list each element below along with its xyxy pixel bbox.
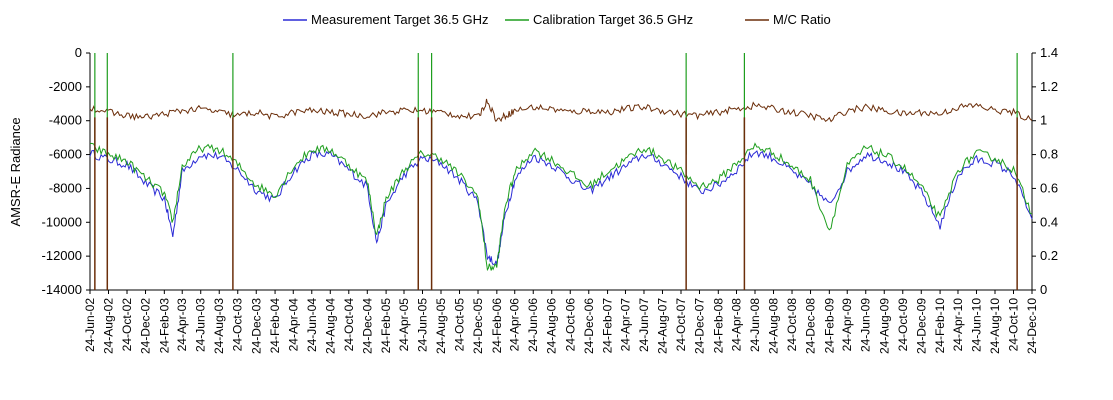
x-tick-label: 24-Dec-04: [360, 298, 374, 354]
series-layer: [89, 53, 1033, 290]
x-tick-label: 24-Jun-09: [859, 298, 873, 352]
x-tick-label: 24-Apr-03: [175, 298, 189, 352]
x-tick-label: 24-Apr-04: [286, 298, 300, 352]
x-tick-label: 24-Feb-09: [822, 298, 836, 354]
x-tick-label: 24-Apr-09: [840, 298, 854, 352]
x-tick-label: 24-Dec-10: [1025, 298, 1039, 354]
x-tick-label: 24-Feb-03: [157, 298, 171, 354]
x-tick-label: 24-Jun-04: [305, 298, 319, 352]
x-tick-label: 24-Feb-05: [379, 298, 393, 354]
x-tick-label: 24-Jun-02: [83, 298, 97, 352]
chart-axes: [86, 52, 1036, 294]
x-tick-label: 24-Feb-10: [933, 298, 947, 354]
x-tick-label: 24-Oct-09: [896, 298, 910, 352]
series-line-calibration-target-36-5-ghz: [89, 142, 1033, 272]
y-axis-tick-labels: 0 -2000 -4000 -6000 -8000 -10000 -12000 -14000: [42, 45, 82, 297]
x-tick-label: 24-Dec-08: [804, 298, 818, 354]
y2-tick-label: 0.6: [1040, 180, 1058, 195]
y2-tick-label: 0: [1040, 282, 1047, 297]
x-tick-label: 24-Feb-08: [711, 298, 725, 354]
x-tick-label: 24-Dec-05: [471, 298, 485, 354]
x-tick-label: 24-Oct-05: [453, 298, 467, 352]
x-tick-label: 24-Oct-08: [785, 298, 799, 352]
x-tick-label: 24-Feb-04: [268, 298, 282, 354]
x-tick-label: 24-Dec-02: [139, 298, 153, 354]
series-line-measurement-target-36-5-ghz: [89, 149, 1033, 266]
x-tick-label: 24-Aug-08: [767, 298, 781, 354]
x-tick-label: 24-Apr-06: [508, 298, 522, 352]
x-tick-label: 24-Aug-05: [434, 298, 448, 354]
x-tick-label: 24-Jun-05: [416, 298, 430, 352]
x-tick-label: 24-Feb-07: [601, 298, 615, 354]
x-tick-label: 24-Jun-07: [637, 298, 651, 352]
y-tick-label: -6000: [49, 147, 82, 162]
x-tick-label: 24-Aug-07: [655, 298, 669, 354]
legend-label: Measurement Target 36.5 GHz: [311, 12, 489, 27]
y-tick-label: -12000: [42, 248, 82, 263]
y-axis-title: AMSR-E Radiance: [8, 117, 23, 226]
x-tick-label: 24-Apr-05: [397, 298, 411, 352]
x-tick-label: 24-Dec-07: [692, 298, 706, 354]
legend-label: M/C Ratio: [773, 12, 831, 27]
y2-tick-label: 1.2: [1040, 79, 1058, 94]
x-tick-label: 24-Apr-08: [730, 298, 744, 352]
legend-label: Calibration Target 36.5 GHz: [533, 12, 693, 27]
x-tick-label: 24-Feb-06: [490, 298, 504, 354]
y-tick-label: -10000: [42, 214, 82, 229]
x-tick-label: 24-Apr-10: [951, 298, 965, 352]
x-tick-label: 24-Apr-07: [618, 298, 632, 352]
x-tick-label: 24-Aug-06: [545, 298, 559, 354]
x-tick-label: 24-Aug-04: [323, 298, 337, 354]
x-tick-label: 24-Dec-06: [582, 298, 596, 354]
x-tick-label: 24-Aug-10: [988, 298, 1002, 354]
x-tick-label: 24-Jun-03: [194, 298, 208, 352]
series-line-m-c-ratio: [89, 98, 1033, 123]
y2-tick-label: 0.4: [1040, 214, 1058, 229]
x-tick-label: 24-Jun-06: [526, 298, 540, 352]
y2-tick-label: 1: [1040, 113, 1047, 128]
x-tick-label: 24-Oct-04: [342, 298, 356, 352]
x-tick-label: 24-Dec-03: [249, 298, 263, 354]
y-tick-label: -14000: [42, 282, 82, 297]
y-tick-label: -2000: [49, 79, 82, 94]
x-tick-label: 24-Jun-10: [969, 298, 983, 352]
x-axis-tick-labels: 24-Jun-02 24-Aug-02 24-Oct-02 24-Dec-02 24-F…: [83, 298, 1039, 354]
y-tick-label: 0: [75, 45, 82, 60]
x-tick-label: 24-Oct-03: [231, 298, 245, 352]
y2-tick-label: 1.4: [1040, 45, 1058, 60]
x-tick-label: 24-Oct-07: [674, 298, 688, 352]
x-tick-label: 24-Oct-06: [563, 298, 577, 352]
x-tick-label: 24-Jun-08: [748, 298, 762, 352]
y2-axis-tick-labels: 1.4 1.2 1 0.8 0.6 0.4 0.2 0: [1040, 45, 1058, 297]
y-tick-label: -8000: [49, 180, 82, 195]
x-tick-label: 24-Oct-10: [1006, 298, 1020, 352]
x-tick-label: 24-Aug-09: [877, 298, 891, 354]
x-tick-label: 24-Aug-03: [212, 298, 226, 354]
y-tick-label: -4000: [49, 113, 82, 128]
x-tick-label: 24-Aug-02: [102, 298, 116, 354]
x-tick-label: 24-Dec-09: [914, 298, 928, 354]
chart-legend: Measurement Target 36.5 GHz Calibration T…: [283, 12, 831, 27]
y2-tick-label: 0.8: [1040, 147, 1058, 162]
x-tick-label: 24-Oct-02: [120, 298, 134, 352]
y2-tick-label: 0.2: [1040, 248, 1058, 263]
